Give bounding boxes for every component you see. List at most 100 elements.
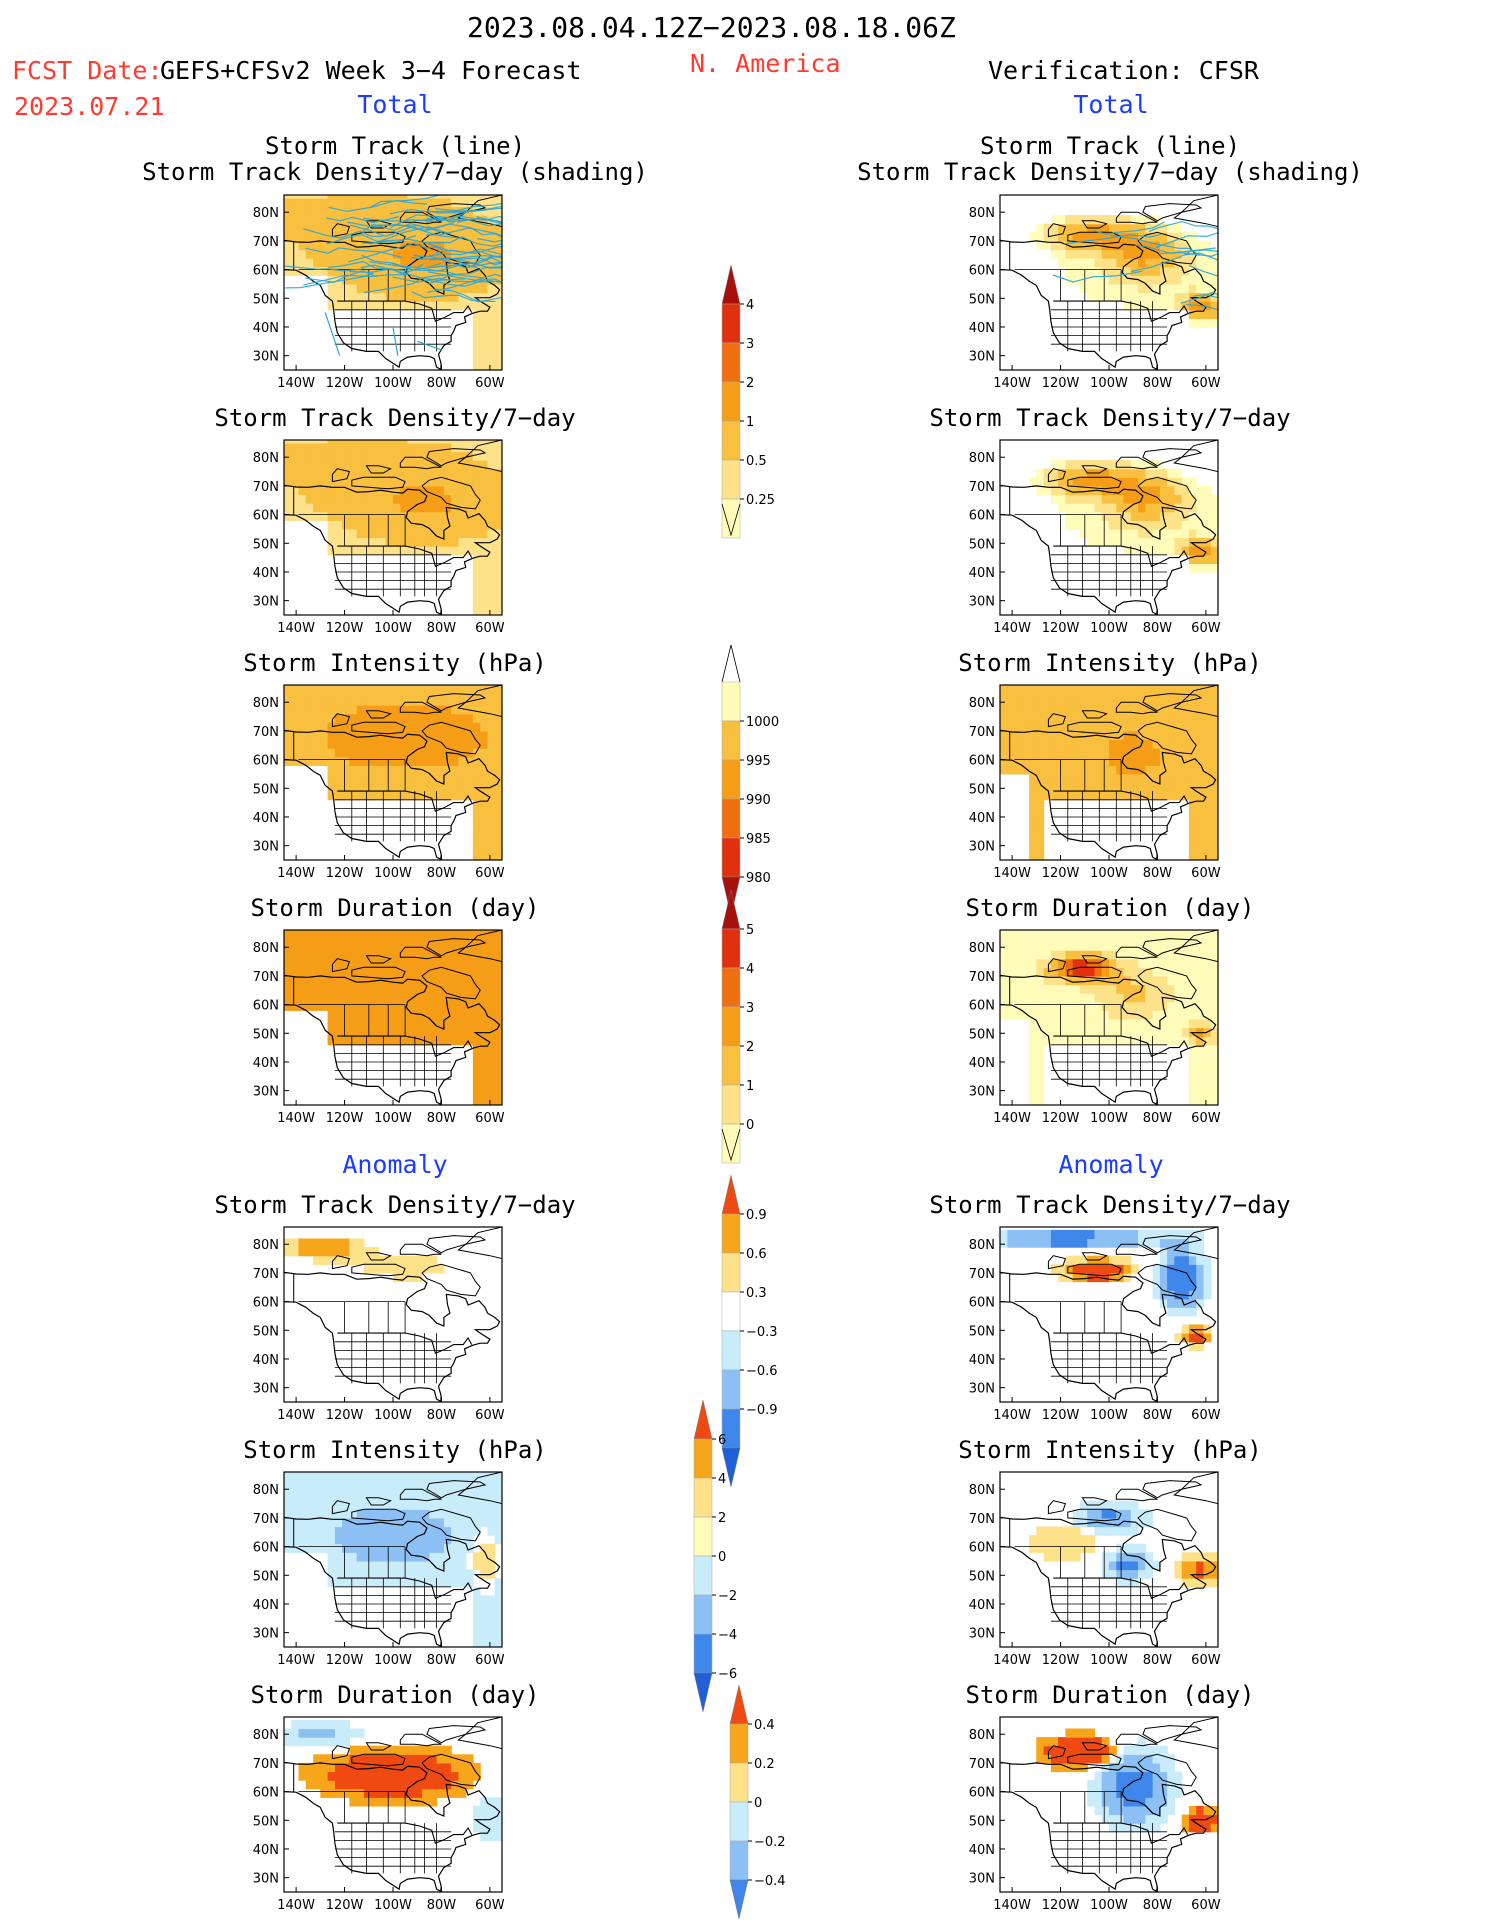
shaded-cell	[414, 696, 423, 706]
shaded-cell	[334, 195, 343, 199]
shaded-cell	[487, 1552, 496, 1562]
shaded-cell	[1196, 1247, 1205, 1257]
shaded-cell	[451, 511, 459, 521]
shaded-cell	[1058, 950, 1066, 960]
shaded-cell	[407, 468, 416, 478]
shaded-cell	[400, 528, 409, 539]
shaded-cell	[363, 993, 372, 1003]
shaded-cell	[458, 705, 467, 715]
x-tick-label: 100W	[1090, 1653, 1128, 1668]
shaded-cell	[1036, 1001, 1045, 1011]
shaded-cell	[451, 197, 459, 208]
y-tick-label: 50N	[969, 1324, 995, 1339]
shaded-cell	[349, 773, 358, 784]
shaded-cell	[1021, 950, 1030, 960]
shaded-cell	[1130, 941, 1139, 951]
island-outline	[331, 1255, 351, 1270]
shaded-cell	[465, 984, 474, 994]
x-tick-label: 80W	[1143, 1898, 1173, 1913]
shaded-cell	[1152, 1281, 1161, 1291]
shaded-cell	[1159, 739, 1168, 749]
shaded-cell	[465, 1578, 474, 1588]
shaded-cell	[1043, 477, 1052, 487]
shaded-cell	[334, 301, 343, 311]
shaded-cell	[1145, 283, 1154, 294]
shaded-cell	[298, 440, 307, 444]
shaded-cell	[320, 722, 329, 732]
shaded-cell	[1109, 1797, 1117, 1807]
shaded-cell	[494, 1517, 502, 1528]
shaded-cell	[349, 1255, 358, 1265]
shaded-cell	[1138, 1814, 1146, 1824]
shaded-cell	[1181, 1281, 1190, 1291]
shaded-cell	[356, 511, 365, 521]
shaded-cell	[1116, 1526, 1125, 1536]
shaded-cell	[385, 1517, 394, 1528]
shaded-cell	[400, 705, 409, 715]
shaded-cell	[487, 1543, 496, 1553]
shaded-cell	[1101, 249, 1110, 259]
shaded-cell	[465, 477, 474, 487]
shaded-cell	[291, 1509, 300, 1519]
colorbar-segment	[721, 798, 741, 839]
shaded-cell	[1087, 1238, 1096, 1248]
shaded-cell	[320, 442, 329, 453]
shaded-cell	[393, 1780, 401, 1790]
shaded-cell	[1188, 842, 1197, 852]
shaded-cell	[458, 197, 467, 208]
shaded-cell	[436, 503, 445, 513]
shaded-cell	[1021, 748, 1030, 758]
shaded-cell	[1174, 1229, 1183, 1240]
shaded-cell	[327, 1780, 336, 1790]
shaded-cell	[363, 1578, 372, 1588]
shaded-cell	[414, 1036, 423, 1046]
island-outline	[351, 1753, 406, 1767]
shaded-cell	[487, 1595, 496, 1605]
shaded-cell	[1101, 1229, 1110, 1240]
shaded-cell	[298, 1509, 307, 1519]
y-tick-label: 30N	[253, 350, 279, 365]
shaded-cell	[313, 195, 321, 199]
shaded-cell	[1210, 1010, 1218, 1020]
shaded-cell	[385, 687, 394, 698]
shaded-cell	[1123, 537, 1132, 547]
shaded-cell	[298, 967, 307, 977]
island-outline	[331, 1500, 351, 1515]
shaded-cell	[422, 773, 430, 784]
shaded-cell	[443, 975, 452, 986]
shaded-cell	[393, 1474, 401, 1485]
shaded-cell	[342, 932, 350, 943]
shaded-cell	[487, 511, 496, 521]
shaded-cell	[1181, 1333, 1190, 1343]
shaded-cell	[1203, 993, 1212, 1003]
shaded-cell	[1167, 1272, 1175, 1283]
shaded-cell	[1152, 1290, 1161, 1300]
storm-track-line	[303, 228, 383, 239]
y-tick-label: 60N	[253, 999, 279, 1014]
shaded-cell	[443, 1552, 452, 1562]
shaded-cell	[458, 773, 467, 784]
shaded-cell	[443, 687, 452, 698]
shaded-cell	[1188, 748, 1197, 758]
shaded-cell	[400, 1264, 409, 1274]
shaded-cell	[1007, 1238, 1016, 1248]
shaded-cell	[1050, 240, 1059, 251]
shaded-cell	[472, 722, 481, 732]
shaded-cell	[1159, 773, 1168, 784]
shaded-cell	[465, 1474, 474, 1485]
shaded-cell	[494, 842, 502, 852]
shaded-cell	[1000, 1229, 1008, 1240]
shaded-cell	[356, 696, 365, 706]
shaded-cell	[494, 327, 502, 337]
shaded-cell	[1196, 485, 1205, 496]
shaded-cell	[494, 756, 502, 766]
shaded-cell	[313, 223, 321, 233]
shaded-cell	[1116, 782, 1125, 792]
shaded-cell	[1109, 950, 1117, 960]
shaded-cell	[400, 1517, 409, 1528]
shaded-cell	[1181, 546, 1190, 556]
shaded-cell	[1210, 1814, 1218, 1824]
shaded-cell	[363, 932, 372, 943]
shaded-cell	[1145, 1771, 1154, 1781]
